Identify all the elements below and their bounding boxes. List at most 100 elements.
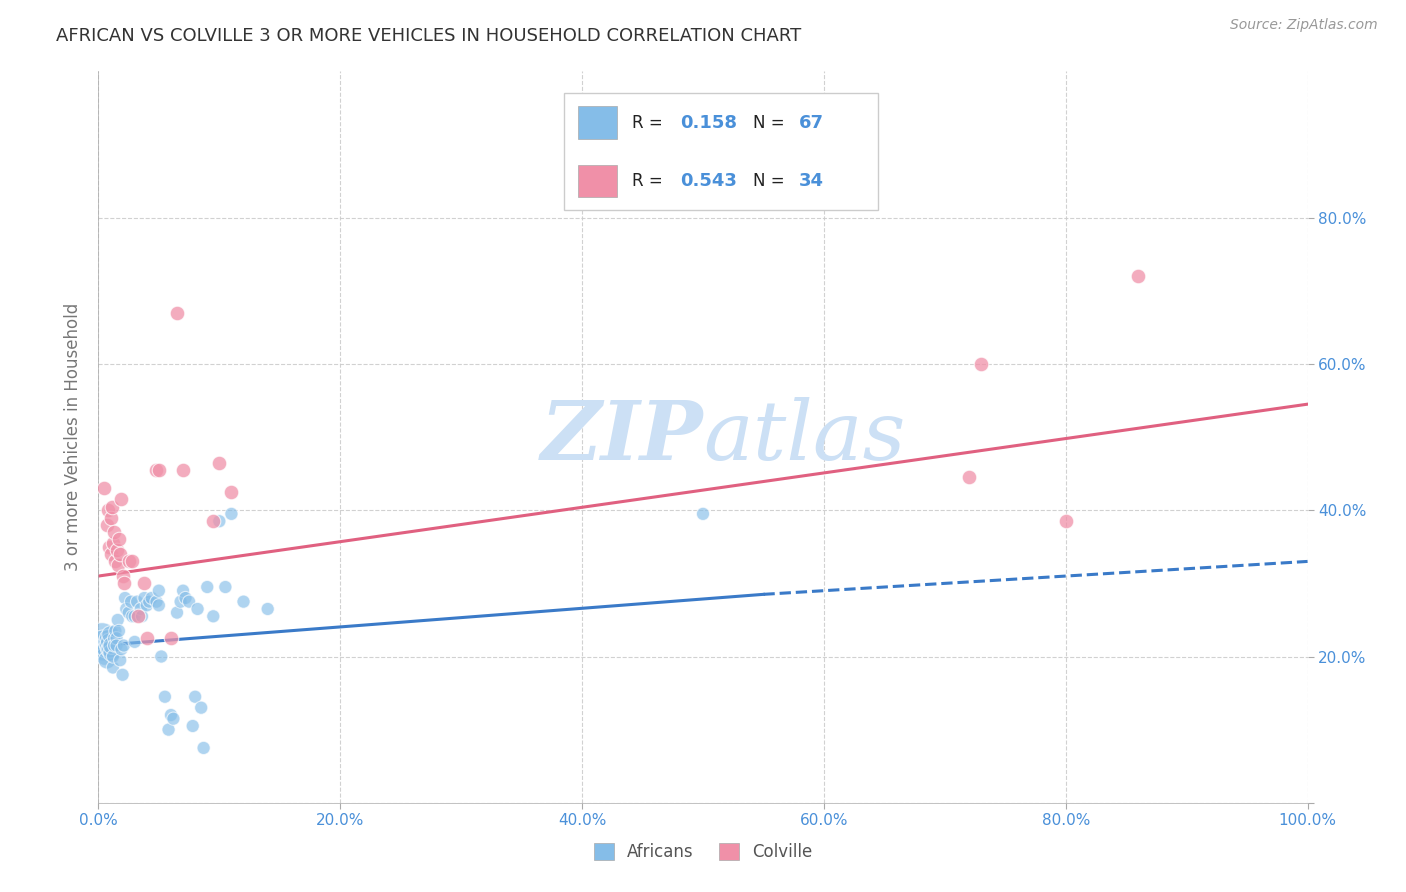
Point [98,642,121,657]
Point [179,594,201,608]
Point [208,514,231,528]
Point [202,514,225,528]
Point [692,507,714,521]
Point [127,609,149,624]
Point [187,602,209,616]
Point [181,719,204,733]
Point [208,456,231,470]
Text: R =: R = [631,172,668,190]
Y-axis label: 3 or more Vehicles in Household: 3 or more Vehicles in Household [63,303,82,571]
Point [120,594,142,608]
Point [108,624,131,638]
Text: Source: ZipAtlas.com: Source: ZipAtlas.com [1230,18,1378,32]
Point [145,463,167,477]
Text: R =: R = [631,113,668,131]
Point [124,609,146,624]
Point [91,639,114,653]
Point [138,594,160,608]
Point [97,503,120,517]
Point [160,708,183,723]
Point [134,576,156,591]
Point [96,517,118,532]
Point [114,591,136,605]
Point [221,485,243,500]
Point [98,635,121,649]
Text: N =: N = [752,113,789,131]
Point [107,558,129,573]
Point [118,554,141,568]
Text: 0.158: 0.158 [681,113,737,131]
Point [97,639,120,653]
Point [148,583,170,598]
Point [1128,269,1150,284]
Point [110,492,132,507]
Point [172,583,194,598]
Point [100,639,122,653]
Point [169,594,191,608]
Point [104,624,127,638]
Point [105,639,128,653]
FancyBboxPatch shape [578,165,617,197]
Point [184,690,207,704]
Point [129,602,152,616]
Point [111,569,134,583]
Point [190,700,212,714]
Point [93,649,115,664]
Point [98,540,121,554]
Point [108,533,131,547]
Point [121,554,143,568]
Point [166,606,188,620]
Point [148,599,170,613]
Point [111,667,134,681]
Point [105,543,128,558]
Point [96,653,118,667]
Point [110,642,132,657]
Point [202,609,225,624]
Point [108,653,131,667]
Point [101,649,124,664]
Text: atlas: atlas [703,397,905,477]
Text: 0.543: 0.543 [681,172,737,190]
Point [1054,514,1077,528]
Point [970,357,993,371]
Point [97,632,120,646]
Point [221,507,243,521]
FancyBboxPatch shape [578,106,617,138]
Point [112,639,135,653]
Point [103,525,125,540]
Point [100,547,122,561]
Text: ZIP: ZIP [540,397,703,477]
Point [121,609,143,624]
Point [96,635,118,649]
Point [148,463,170,477]
Point [174,591,197,605]
Point [101,536,124,550]
Text: 67: 67 [799,113,824,131]
Text: AFRICAN VS COLVILLE 3 OR MORE VEHICLES IN HOUSEHOLD CORRELATION CHART: AFRICAN VS COLVILLE 3 OR MORE VEHICLES I… [56,27,801,45]
Legend: Africans, Colville: Africans, Colville [588,836,818,868]
Point [195,580,218,594]
Text: N =: N = [752,172,789,190]
Text: 34: 34 [799,172,824,190]
Point [232,594,254,608]
Point [150,649,173,664]
Point [172,463,194,477]
Point [100,627,122,641]
Point [94,642,117,657]
Point [101,660,124,674]
Point [153,690,176,704]
Point [141,591,163,605]
Point [145,594,167,608]
Point [100,646,122,660]
Point [193,740,215,755]
Point [135,599,157,613]
Point [166,306,188,320]
Point [100,510,122,524]
Point [103,632,125,646]
Point [118,606,141,620]
Point [135,632,157,646]
Point [127,594,149,608]
Point [93,481,115,495]
Point [105,632,128,646]
Point [91,632,114,646]
